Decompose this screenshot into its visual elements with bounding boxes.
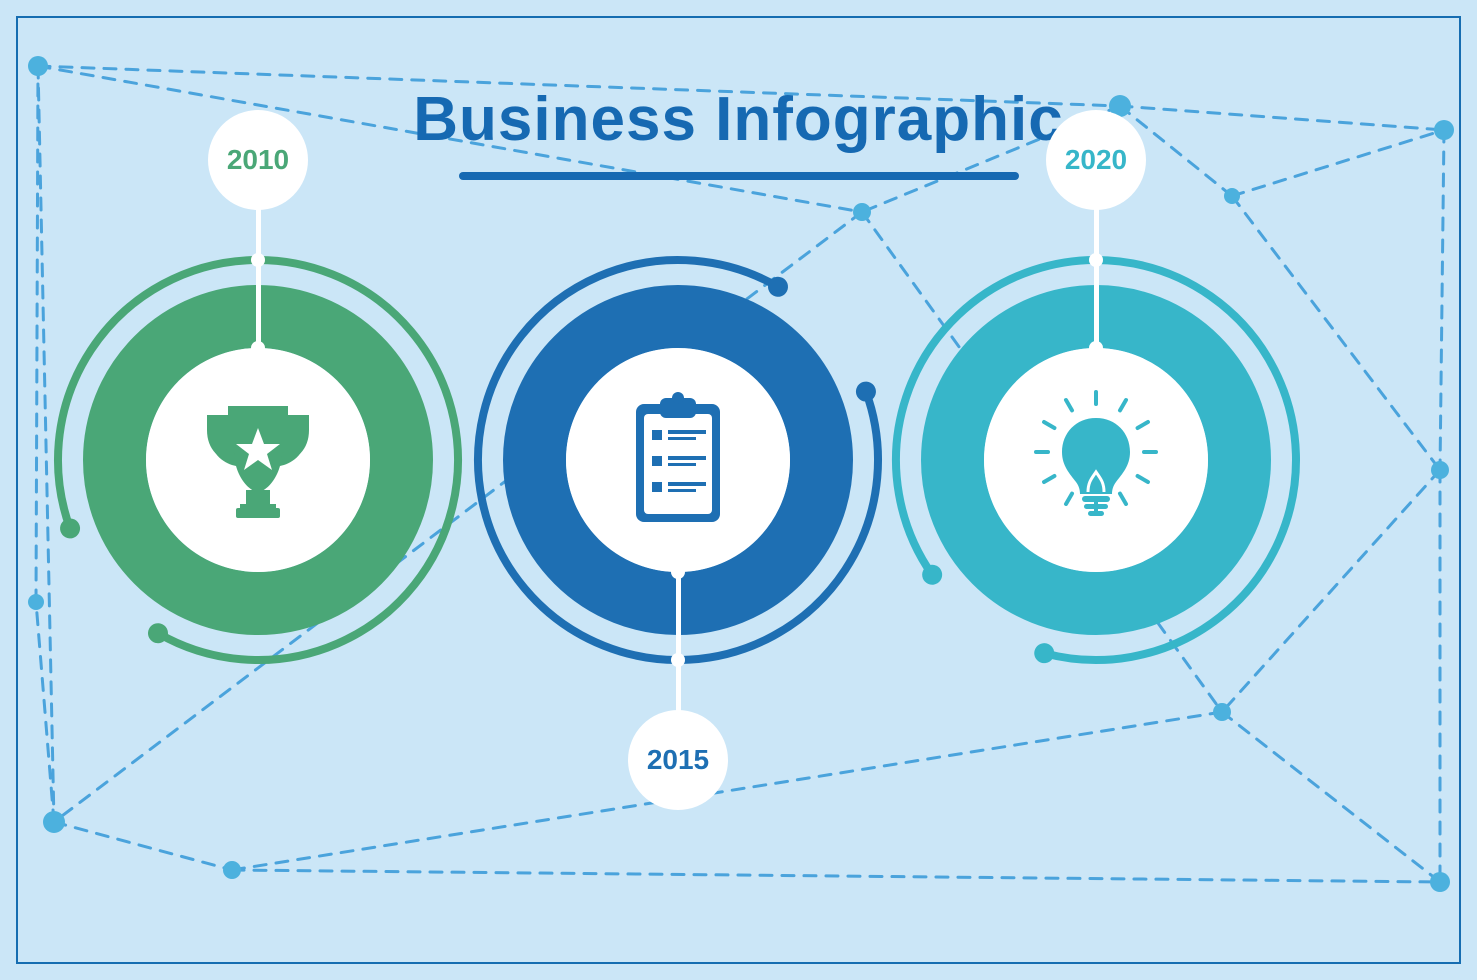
infographic-stage: Business Infographic201020152020 <box>0 0 1477 980</box>
connector-dot <box>251 253 265 267</box>
connector-dot <box>251 341 265 355</box>
connector-dot <box>671 565 685 579</box>
year-badge-2020: 2020 <box>1046 110 1146 210</box>
clipboard-icon <box>636 392 720 522</box>
connector-dot <box>1089 253 1103 267</box>
year-badge-2015: 2015 <box>628 710 728 810</box>
title-underline <box>459 172 1019 180</box>
connector-dot <box>1089 341 1103 355</box>
connector-dot <box>671 653 685 667</box>
year-badge-2010: 2010 <box>208 110 308 210</box>
